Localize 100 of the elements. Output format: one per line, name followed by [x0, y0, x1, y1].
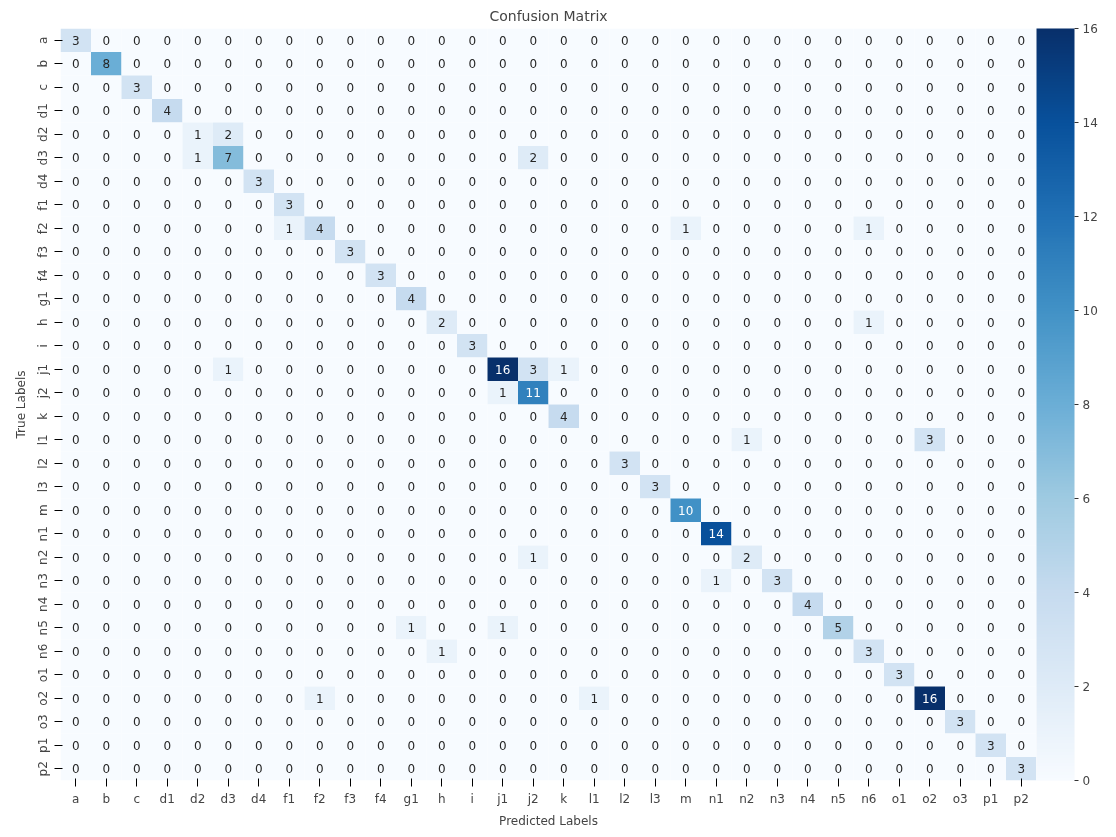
data-label: 0	[986, 80, 995, 95]
data-label: 0	[651, 456, 660, 471]
data-label: 0	[834, 409, 843, 424]
data-label: 0	[895, 104, 904, 119]
data-label: 0	[620, 527, 629, 542]
data-label: 0	[285, 57, 294, 72]
data-label: 0	[376, 527, 385, 542]
data-label: 0	[498, 174, 507, 189]
x-tick-label: l2	[619, 791, 631, 806]
data-label: 0	[559, 644, 568, 659]
data-label: 0	[468, 527, 477, 542]
data-label: 0	[864, 621, 873, 636]
data-label: 0	[102, 644, 111, 659]
data-label: 0	[925, 174, 934, 189]
data-label: 0	[376, 245, 385, 260]
data-label: 0	[498, 597, 507, 612]
data-label: 0	[559, 315, 568, 330]
data-label: 0	[285, 738, 294, 753]
data-label: 0	[285, 339, 294, 354]
data-label: 0	[864, 597, 873, 612]
data-label: 0	[681, 691, 690, 706]
data-label: 0	[590, 57, 599, 72]
data-label: 0	[132, 503, 141, 518]
data-label: 0	[620, 80, 629, 95]
x-tick-label: a	[72, 791, 80, 806]
data-label: 0	[346, 550, 355, 565]
data-label: 0	[742, 644, 751, 659]
data-label: 0	[925, 738, 934, 753]
data-label: 0	[620, 386, 629, 401]
data-label: 0	[864, 57, 873, 72]
data-label: 0	[986, 339, 995, 354]
data-label: 0	[315, 268, 324, 283]
data-label: 0	[346, 198, 355, 213]
data-label: 0	[224, 597, 233, 612]
data-label: 0	[163, 503, 172, 518]
data-label: 0	[773, 33, 782, 48]
x-tick-label: o2	[922, 791, 938, 806]
data-label: 0	[224, 57, 233, 72]
data-label: 0	[315, 738, 324, 753]
data-label: 0	[346, 691, 355, 706]
data-label: 1	[864, 221, 873, 236]
data-label: 0	[71, 315, 80, 330]
data-label: 0	[956, 668, 965, 683]
data-label: 0	[468, 715, 477, 730]
data-label: 0	[956, 57, 965, 72]
data-label: 0	[956, 503, 965, 518]
data-label: 0	[254, 104, 263, 119]
color-bar-label: 14	[1082, 116, 1098, 130]
data-label: 0	[803, 174, 812, 189]
data-label: 0	[407, 174, 416, 189]
data-label: 0	[163, 668, 172, 683]
data-label: 0	[71, 151, 80, 166]
data-label: 0	[468, 503, 477, 518]
data-label: 0	[376, 174, 385, 189]
data-label: 0	[193, 503, 202, 518]
data-label: 0	[803, 480, 812, 495]
data-label: 0	[986, 550, 995, 565]
data-label: 0	[71, 127, 80, 142]
data-label: 0	[163, 292, 172, 307]
data-label: 0	[407, 33, 416, 48]
data-label: 0	[590, 762, 599, 777]
data-label: 0	[681, 574, 690, 589]
data-label: 0	[1017, 668, 1026, 683]
data-label: 0	[620, 245, 629, 260]
data-label: 0	[193, 480, 202, 495]
data-label: 0	[437, 668, 446, 683]
data-label: 0	[773, 527, 782, 542]
data-label: 0	[651, 198, 660, 213]
data-label: 0	[1017, 597, 1026, 612]
data-label: 0	[346, 57, 355, 72]
data-label: 0	[468, 456, 477, 471]
data-label: 0	[590, 315, 599, 330]
data-label: 0	[956, 762, 965, 777]
data-label: 0	[681, 127, 690, 142]
data-label: 0	[468, 386, 477, 401]
data-label: 0	[376, 550, 385, 565]
data-label: 1	[529, 550, 538, 565]
data-label: 0	[712, 315, 721, 330]
data-label: 0	[742, 738, 751, 753]
data-label: 0	[285, 315, 294, 330]
data-label: 0	[346, 315, 355, 330]
data-label: 0	[742, 57, 751, 72]
data-label: 0	[193, 362, 202, 377]
data-label: 0	[346, 668, 355, 683]
data-label: 0	[315, 597, 324, 612]
data-label: 0	[71, 174, 80, 189]
data-label: 0	[163, 527, 172, 542]
data-label: 0	[376, 738, 385, 753]
data-label: 0	[224, 668, 233, 683]
data-label: 0	[407, 245, 416, 260]
data-label: 0	[315, 33, 324, 48]
data-label: 0	[559, 339, 568, 354]
data-label: 0	[986, 268, 995, 283]
data-label: 0	[620, 574, 629, 589]
x-tick-label: f1	[283, 791, 296, 806]
data-label: 0	[986, 456, 995, 471]
data-label: 0	[773, 104, 782, 119]
data-label: 0	[102, 80, 111, 95]
data-label: 0	[132, 33, 141, 48]
data-label: 0	[529, 104, 538, 119]
